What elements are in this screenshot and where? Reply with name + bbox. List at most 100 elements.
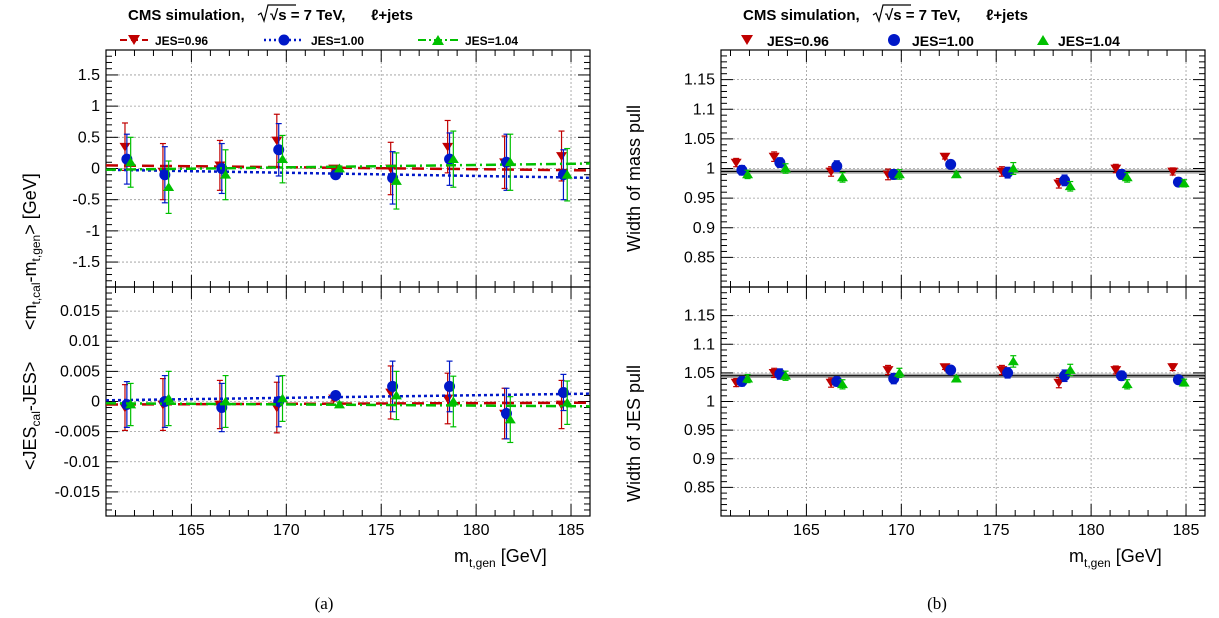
data-point [950, 169, 962, 179]
data-point [1007, 356, 1019, 366]
data-point [447, 396, 459, 406]
series-JES=1.04 [105, 370, 591, 444]
sqrt-symbol [257, 4, 296, 24]
data-point [768, 152, 780, 162]
data-point [333, 163, 345, 173]
data-point [1167, 363, 1179, 373]
data-point [163, 182, 175, 192]
data-point [504, 414, 516, 424]
x-tick-label: 170 [888, 522, 915, 539]
data-point [1178, 178, 1190, 188]
data-point [950, 373, 962, 383]
ylabel-b-top: Width of mass pull [624, 105, 644, 252]
xlabel-b: mt,gen [GeV] [1069, 546, 1162, 570]
title-text: CMS simulation, [128, 7, 245, 24]
data-point [271, 136, 283, 146]
series-JES=1.00 [105, 122, 591, 205]
panel-b-bottom: 0.85 0.9 0.95 1 1.05 1.1 1.15 165 170 175 180 185 [684, 286, 1206, 539]
x-tick-label: 185 [1173, 522, 1200, 539]
data-point [561, 169, 573, 179]
legend-b: JES=0.96 JES=1.00 JES=1.04 [741, 33, 1120, 49]
legend-label-jes100: JES=1.00 [311, 34, 364, 48]
y-tick-label: 0.85 [684, 479, 715, 496]
title-channel: ℓ+jets [371, 7, 413, 24]
data-point [1110, 366, 1122, 375]
data-point [1064, 365, 1076, 374]
y-tick-label: 0.015 [60, 303, 100, 320]
y-tick-label: 0.85 [684, 249, 715, 266]
legend-label-jes096-b: JES=0.96 [767, 33, 829, 49]
data-point [893, 367, 905, 377]
data-point [556, 152, 568, 161]
data-point [1178, 377, 1190, 387]
data-point [333, 399, 345, 409]
y-tick-label: 0.01 [69, 333, 100, 350]
y-tick-label: 1.05 [684, 365, 715, 382]
series-JES=1.04 [742, 161, 1190, 192]
series-JES=1.04 [742, 355, 1190, 390]
data-point [119, 142, 131, 152]
legend-label-jes104: JES=1.04 [465, 34, 518, 48]
x-tick-label: 180 [463, 522, 490, 539]
y-tick-label: 0.95 [684, 422, 715, 439]
series-JES=1.00 [105, 360, 591, 440]
y-tick-label: -0.01 [64, 454, 101, 471]
y-tick-label: 0.5 [78, 129, 100, 146]
y-tick-label: 1.1 [693, 101, 715, 118]
x-tick-label: 185 [558, 522, 585, 539]
data-point [1121, 172, 1133, 182]
legend-label-jes096: JES=0.96 [155, 34, 208, 48]
data-point [500, 408, 512, 420]
series-fit-line [105, 402, 591, 408]
data-point [557, 386, 569, 398]
data-point [1167, 167, 1179, 177]
data-point [1007, 163, 1019, 173]
y-tick-label: 0.95 [684, 190, 715, 207]
caption-a: (a) [315, 594, 334, 613]
y-tick-label: 1.15 [684, 72, 715, 89]
y-tick-label: 1 [91, 98, 100, 115]
data-point [159, 169, 171, 181]
series-JES=0.96 [730, 151, 1179, 189]
legend-label-jes104-b: JES=1.04 [1058, 33, 1120, 49]
data-point [893, 169, 905, 179]
data-point [1121, 379, 1133, 389]
data-point [780, 163, 792, 173]
y-tick-label: 0 [91, 394, 100, 411]
x-tick-label: 165 [793, 522, 820, 539]
legend-a: JES=0.96 JES=1.00 JES=1.04 [120, 34, 518, 48]
title-channel-b: ℓ+jets [986, 7, 1028, 24]
data-point [125, 157, 137, 167]
title-b: CMS simulation, √s = 7 TeV, ℓ+jets [743, 4, 1028, 24]
y-tick-label: 1.5 [78, 67, 100, 84]
ylabel-a-bottom: <JEScal-JES> [20, 362, 43, 470]
y-tick-label: 1.05 [684, 131, 715, 148]
y-tick-label: -0.5 [72, 192, 100, 209]
y-tick-label: 1 [706, 394, 715, 411]
data-point [125, 399, 137, 409]
data-point [831, 160, 843, 172]
data-point [945, 158, 957, 170]
data-point [387, 380, 399, 392]
data-point [277, 154, 289, 163]
data-point [1059, 174, 1071, 186]
y-tick-label: 0.9 [693, 220, 715, 237]
y-tick-label: -0.005 [55, 424, 100, 441]
series-fit-line [105, 168, 591, 180]
series-JES=0.96 [105, 365, 591, 440]
data-point [1115, 370, 1127, 382]
series-JES=0.96 [730, 363, 1179, 389]
panel-b-top: 0.85 0.9 0.95 1 1.05 1.1 1.15 [684, 49, 1206, 288]
data-point [390, 176, 402, 185]
data-point [836, 172, 848, 182]
data-point [882, 366, 894, 375]
data-point [1064, 181, 1076, 191]
x-tick-label: 165 [178, 522, 205, 539]
data-point [220, 396, 232, 406]
data-point [163, 393, 175, 403]
series-JES=0.96 [105, 113, 591, 201]
data-point [1110, 164, 1122, 174]
caption-b: (b) [927, 594, 947, 613]
data-point [836, 379, 848, 389]
